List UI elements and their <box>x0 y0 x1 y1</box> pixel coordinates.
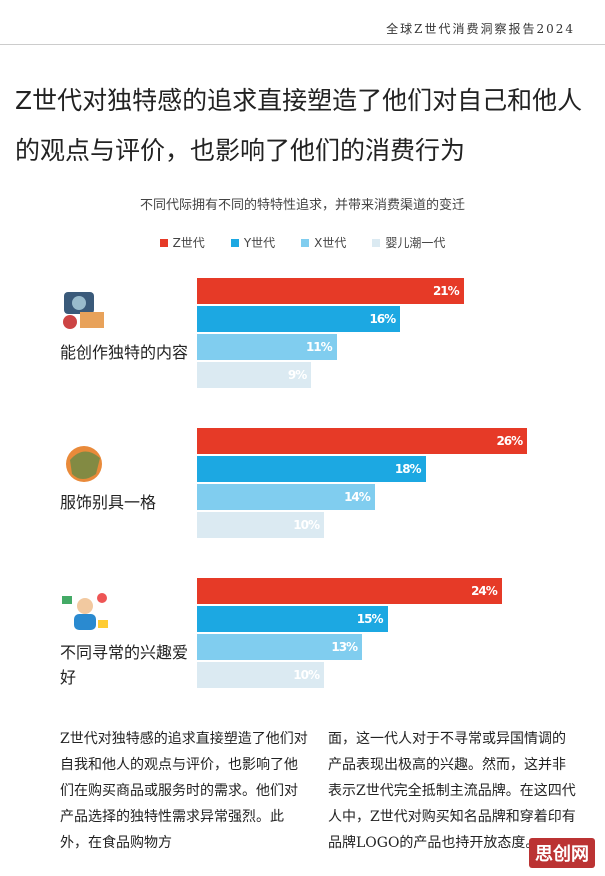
legend-label: X世代 <box>314 236 347 250</box>
value-label: 24% <box>471 584 498 598</box>
value-label: 18% <box>394 462 422 476</box>
bar: 10% <box>197 512 324 538</box>
bar: 24% <box>197 578 502 604</box>
bar: 13% <box>197 634 363 660</box>
category-label: 能创作独特的内容 <box>60 343 189 362</box>
category-label: 不同寻常的兴趣爱好 <box>60 643 189 687</box>
category-label: 服饰别具一格 <box>60 493 157 512</box>
article-title: Z世代对独特感的追求直接塑造了他们对自己和他人的观点与评价，也影响了他们的消费行… <box>15 86 583 165</box>
legend-item: 婴儿潮一代 <box>372 234 445 251</box>
value-label: 14% <box>344 490 371 504</box>
value-label: 15% <box>356 612 384 626</box>
legend-label: Y世代 <box>243 236 276 250</box>
bar: 16% <box>197 306 401 332</box>
legend-swatch <box>159 238 168 247</box>
value-label: 10% <box>293 518 320 532</box>
value-label: 26% <box>496 434 523 448</box>
watermark: 思创网 <box>529 838 595 868</box>
header-title: 全球Z世代消费洞察报告2024 <box>386 22 575 36</box>
body-text: Z世代对独特感的追求直接塑造了他们对自我和他人的观点与评价，也影响了他们在购买商… <box>60 731 308 851</box>
legend: Z世代 Y世代 X世代 婴儿潮一代 <box>0 234 605 251</box>
value-label: 11% <box>305 340 333 354</box>
bar: 21% <box>197 278 464 304</box>
chart-title: 不同代际拥有不同的特特性追求，并带来消费渠道的变迁 <box>139 198 465 213</box>
icon <box>63 292 104 329</box>
legend-item: Z世代 <box>159 234 205 251</box>
bar: 11% <box>197 334 337 360</box>
legend-label: Z世代 <box>172 236 205 250</box>
bar: 14% <box>197 484 375 510</box>
divider <box>0 44 605 45</box>
legend-swatch <box>301 238 310 247</box>
legend-item: Y世代 <box>230 234 276 251</box>
value-label: 13% <box>331 640 358 654</box>
value-label: 10% <box>293 668 320 682</box>
legend-item: X世代 <box>301 234 346 251</box>
body-text: 面，这一代人对于不寻常或异国情调的产品表现出极高的兴趣。然而，这并非表示Z世代完… <box>328 731 576 851</box>
bar: 10% <box>197 662 324 688</box>
icon <box>62 593 108 630</box>
legend-label: 婴儿潮一代 <box>385 236 446 250</box>
value-label: 16% <box>369 312 396 326</box>
bar: 26% <box>197 428 528 454</box>
icon <box>66 446 102 482</box>
legend-swatch <box>372 238 381 247</box>
legend-swatch <box>230 238 239 247</box>
value-label: 9% <box>287 368 307 382</box>
value-label: 21% <box>432 284 460 298</box>
bar: 9% <box>197 362 312 388</box>
bar: 15% <box>197 606 388 632</box>
bar: 18% <box>197 456 426 482</box>
